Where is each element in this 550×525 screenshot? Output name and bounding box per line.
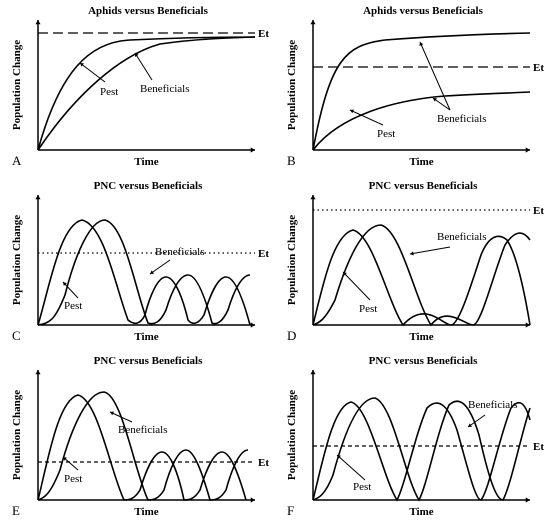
- panel-F: PNC versus Beneficials Population Change T…: [275, 350, 550, 525]
- legend-beneficials: Beneficials: [140, 83, 189, 95]
- panel-title: PNC versus Beneficials: [94, 355, 203, 367]
- threshold-label: Et: [258, 457, 269, 469]
- legend-beneficials: Beneficials: [437, 113, 486, 125]
- panel-title: PNC versus Beneficials: [369, 180, 478, 192]
- legend-pest: Pest: [100, 86, 118, 98]
- x-axis-label: Time: [409, 506, 433, 518]
- legend-beneficials: Beneficials: [155, 246, 204, 258]
- panel-letter: C: [12, 328, 21, 343]
- panel-E: PNC versus Beneficials Population Change T…: [0, 350, 275, 525]
- legend-pest: Pest: [359, 303, 377, 315]
- panel-title: PNC versus Beneficials: [369, 355, 478, 367]
- legend-pest: Pest: [377, 128, 395, 140]
- panel-title: PNC versus Beneficials: [94, 180, 203, 192]
- x-axis-label: Time: [409, 156, 433, 168]
- threshold-label: Et: [258, 248, 269, 260]
- panel-D: PNC versus Beneficials Population Change T…: [275, 175, 550, 350]
- y-axis-label: Population Change: [286, 215, 298, 305]
- legend-beneficials: Beneficials: [468, 399, 517, 411]
- panel-B: Aphids versus Beneficials Population Chan…: [275, 0, 550, 175]
- legend-pest: Pest: [64, 300, 82, 312]
- panel-letter: D: [287, 328, 296, 343]
- y-axis-label: Population Change: [11, 40, 23, 130]
- x-axis-label: Time: [134, 506, 158, 518]
- curve-pest: [313, 402, 530, 500]
- threshold-label: Et: [533, 441, 544, 453]
- legend-beneficials: Beneficials: [437, 231, 486, 243]
- panel-letter: F: [287, 503, 294, 518]
- y-axis-label: Population Change: [11, 390, 23, 480]
- curve-pest: [313, 92, 530, 150]
- panel-title: Aphids versus Beneficials: [363, 5, 484, 17]
- legend-pest: Pest: [353, 481, 371, 493]
- y-axis-label: Population Change: [11, 215, 23, 305]
- panel-title: Aphids versus Beneficials: [88, 5, 209, 17]
- x-axis-label: Time: [134, 331, 158, 343]
- y-axis-label: Population Change: [286, 40, 298, 130]
- x-axis-label: Time: [409, 331, 433, 343]
- threshold-label: Et: [258, 28, 269, 40]
- legend-pest: Pest: [64, 473, 82, 485]
- panel-C: PNC versus Beneficials Population Change T…: [0, 175, 275, 350]
- panel-A: Aphids versus Beneficials Population Chan…: [0, 0, 275, 175]
- y-axis-label: Population Change: [286, 390, 298, 480]
- threshold-label: Et: [533, 62, 544, 74]
- panel-letter: A: [12, 153, 22, 168]
- panel-letter: B: [287, 153, 296, 168]
- curve-pest: [313, 230, 530, 325]
- x-axis-label: Time: [134, 156, 158, 168]
- panel-letter: E: [12, 503, 20, 518]
- legend-beneficials: Beneficials: [118, 424, 167, 436]
- threshold-label: Et: [533, 205, 544, 217]
- curve-beneficials: [313, 33, 530, 150]
